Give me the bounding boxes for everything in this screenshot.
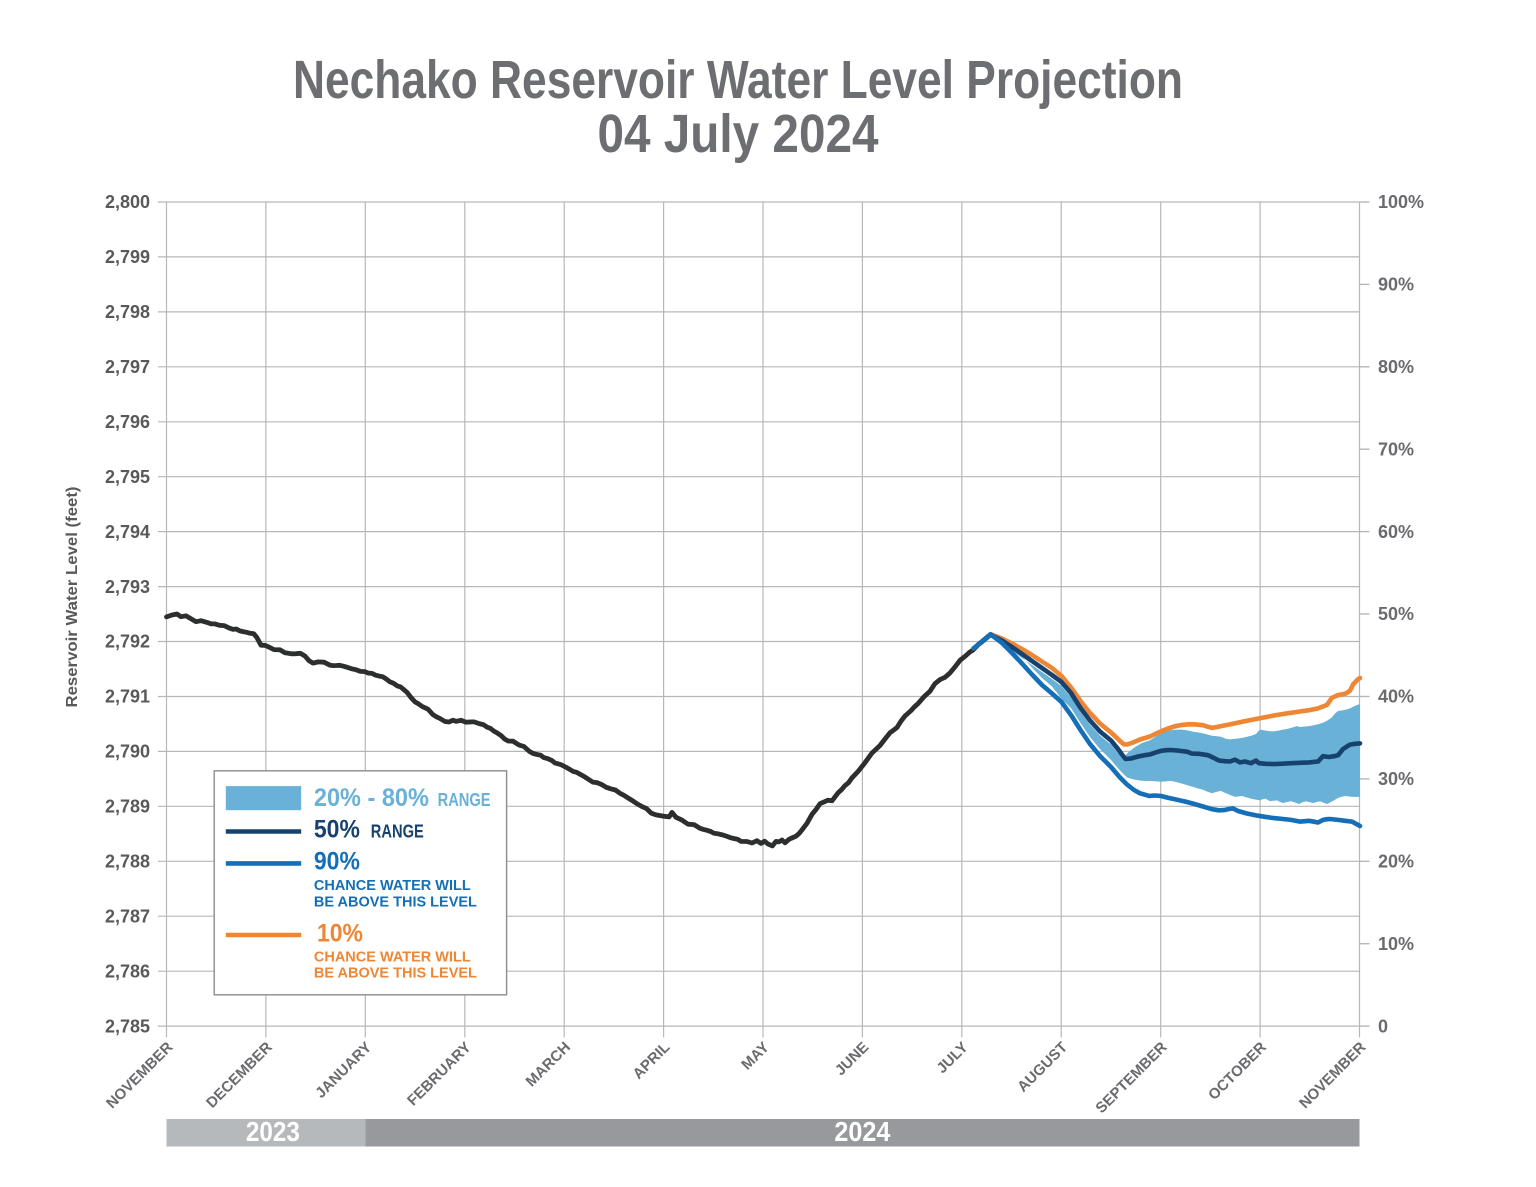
svg-text:10%: 10% xyxy=(1378,934,1414,954)
svg-text:2,795: 2,795 xyxy=(105,467,150,487)
svg-text:2,788: 2,788 xyxy=(105,852,150,872)
svg-text:2,785: 2,785 xyxy=(105,1016,150,1036)
svg-text:2,789: 2,789 xyxy=(105,797,150,817)
svg-text:2023: 2023 xyxy=(246,1116,300,1147)
svg-text:90%: 90% xyxy=(1378,275,1414,295)
svg-text:2,791: 2,791 xyxy=(105,687,150,707)
svg-text:2,794: 2,794 xyxy=(105,522,150,542)
svg-text:RANGE: RANGE xyxy=(438,790,491,810)
svg-text:90%: 90% xyxy=(314,847,360,875)
svg-text:10%: 10% xyxy=(317,920,363,948)
svg-text:2,790: 2,790 xyxy=(105,742,150,762)
svg-text:20%: 20% xyxy=(1378,852,1414,872)
svg-text:CHANCE WATER WILL: CHANCE WATER WILL xyxy=(314,878,471,894)
svg-text:BE ABOVE THIS LEVEL: BE ABOVE THIS LEVEL xyxy=(314,966,477,982)
svg-text:100%: 100% xyxy=(1378,192,1424,212)
svg-text:2024: 2024 xyxy=(834,1116,890,1147)
svg-text:2,798: 2,798 xyxy=(105,302,150,322)
svg-text:50%: 50% xyxy=(1378,604,1414,624)
svg-text:20% - 80%: 20% - 80% xyxy=(314,784,429,812)
svg-text:0: 0 xyxy=(1378,1016,1388,1036)
svg-text:CHANCE WATER WILL: CHANCE WATER WILL xyxy=(314,949,471,965)
svg-text:40%: 40% xyxy=(1378,687,1414,707)
svg-text:Nechako Reservoir Water Level: Nechako Reservoir Water Level Projection xyxy=(293,50,1183,110)
svg-text:2,800: 2,800 xyxy=(105,192,150,212)
svg-text:Reservoir Water Level (feet): Reservoir Water Level (feet) xyxy=(64,487,81,708)
svg-text:30%: 30% xyxy=(1378,769,1414,789)
svg-text:80%: 80% xyxy=(1378,357,1414,377)
svg-text:04 July 2024: 04 July 2024 xyxy=(598,104,879,164)
svg-text:50%: 50% xyxy=(314,816,360,844)
svg-text:2,797: 2,797 xyxy=(105,357,150,377)
svg-text:2,786: 2,786 xyxy=(105,961,150,981)
svg-text:2,799: 2,799 xyxy=(105,247,150,267)
svg-text:70%: 70% xyxy=(1378,439,1414,459)
svg-text:BE ABOVE THIS LEVEL: BE ABOVE THIS LEVEL xyxy=(314,895,477,911)
svg-text:2,792: 2,792 xyxy=(105,632,150,652)
svg-text:60%: 60% xyxy=(1378,522,1414,542)
svg-text:2,787: 2,787 xyxy=(105,906,150,926)
svg-text:2,793: 2,793 xyxy=(105,577,150,597)
svg-text:2,796: 2,796 xyxy=(105,412,150,432)
svg-text:RANGE: RANGE xyxy=(371,822,424,842)
